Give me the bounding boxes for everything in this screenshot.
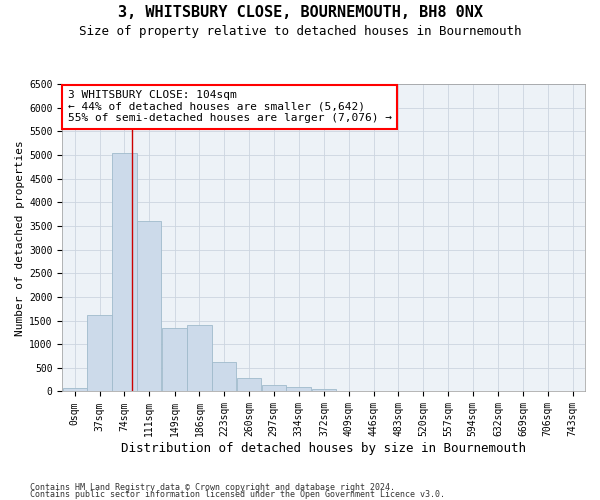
Text: Contains public sector information licensed under the Open Government Licence v3: Contains public sector information licen… — [30, 490, 445, 499]
Bar — [137, 221, 161, 392]
Y-axis label: Number of detached properties: Number of detached properties — [15, 140, 25, 336]
Text: 3 WHITSBURY CLOSE: 104sqm
← 44% of detached houses are smaller (5,642)
55% of se: 3 WHITSBURY CLOSE: 104sqm ← 44% of detac… — [68, 90, 392, 124]
Bar — [312, 389, 336, 392]
X-axis label: Distribution of detached houses by size in Bournemouth: Distribution of detached houses by size … — [121, 442, 526, 455]
Bar — [212, 362, 236, 392]
Bar — [337, 391, 361, 392]
Text: 3, WHITSBURY CLOSE, BOURNEMOUTH, BH8 0NX: 3, WHITSBURY CLOSE, BOURNEMOUTH, BH8 0NX — [118, 5, 482, 20]
Text: Size of property relative to detached houses in Bournemouth: Size of property relative to detached ho… — [79, 25, 521, 38]
Bar — [112, 152, 137, 392]
Bar — [286, 386, 311, 392]
Bar — [163, 328, 187, 392]
Text: Contains HM Land Registry data © Crown copyright and database right 2024.: Contains HM Land Registry data © Crown c… — [30, 484, 395, 492]
Bar — [262, 385, 286, 392]
Bar — [237, 378, 261, 392]
Bar — [62, 388, 87, 392]
Bar — [88, 315, 112, 392]
Bar — [187, 325, 212, 392]
